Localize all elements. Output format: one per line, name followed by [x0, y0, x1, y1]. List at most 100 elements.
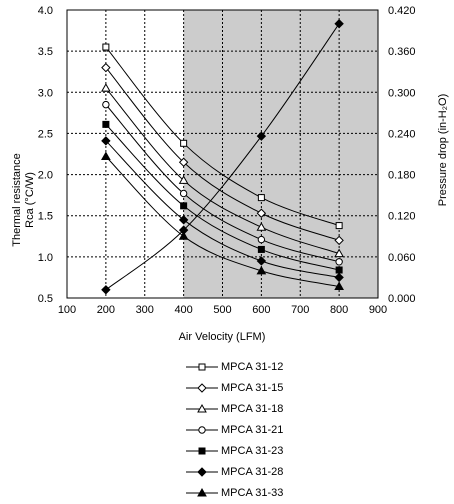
y-right-tick-label: 0.240 — [388, 128, 416, 140]
legend-symbol — [186, 425, 218, 434]
data-point — [178, 215, 189, 225]
data-point — [102, 43, 110, 51]
y-axis-left-label: Thermal resistanceRca (°C/W) — [11, 153, 36, 247]
legend-symbol — [186, 382, 218, 393]
legend-symbol — [186, 487, 218, 496]
x-tick-labels: 100 200 300 400 500 600 700 800 900 — [58, 304, 387, 316]
y-right-tick-label: 0.060 — [388, 252, 416, 264]
series-line — [105, 67, 340, 241]
x-tick-label: 800 — [330, 304, 348, 316]
legend-marker — [197, 403, 207, 412]
legend-label: MPCA 31-15 — [221, 381, 284, 394]
legend-label: MPCA 31-21 — [221, 423, 284, 436]
data-point — [101, 136, 111, 146]
data-point — [334, 272, 344, 283]
legend-label: MPCA 31-33 — [221, 486, 284, 499]
y-right-tick-label: 0.000 — [388, 293, 416, 305]
data-point — [334, 248, 344, 258]
x-tick-label: 500 — [213, 304, 231, 316]
legend-symbol — [186, 466, 218, 477]
series-line — [105, 87, 340, 255]
series-line — [105, 156, 340, 287]
legend-item: MPCA 31-12 — [185, 356, 345, 377]
y-left-tick-label: 3.0 — [38, 87, 53, 99]
data-point — [180, 202, 188, 210]
data-point — [334, 235, 344, 246]
y-right-tick-label: 0.120 — [388, 211, 416, 223]
series-line — [105, 46, 340, 227]
data-point — [101, 83, 111, 92]
legend-marker — [197, 487, 207, 496]
series-markers — [101, 19, 344, 295]
legend-item: MPCA 31-15 — [185, 377, 345, 398]
plot-border — [66, 9, 379, 299]
legend-symbol — [186, 403, 218, 412]
legend-symbol — [186, 447, 218, 454]
data-point — [178, 175, 189, 184]
y-left-tick-label: 2.5 — [38, 128, 53, 140]
y-axis-right-label: Pressure drop (in-H₂O) — [437, 94, 449, 206]
legend-label: MPCA 31-23 — [221, 444, 284, 457]
x-tick-label: 100 — [58, 304, 76, 316]
legend-label: MPCA 31-18 — [221, 402, 284, 415]
data-point — [256, 208, 267, 218]
legend-item: MPCA 31-28 — [185, 461, 345, 482]
series-lines — [105, 23, 340, 291]
x-tick-label: 600 — [252, 304, 270, 316]
y-right-tick-labels: 0.000 0.060 0.120 0.180 0.240 0.300 0.360 0.420 — [388, 5, 416, 305]
y-right-tick-label: 0.420 — [388, 5, 416, 17]
y-left-tick-label: 0.5 — [38, 293, 53, 305]
y-right-tick-label: 0.300 — [388, 87, 416, 99]
legend-marker — [198, 425, 206, 434]
legend-item: MPCA 31-21 — [185, 419, 345, 440]
data-point — [256, 265, 267, 275]
data-point — [101, 62, 111, 73]
x-tick-label: 700 — [291, 304, 309, 316]
data-point — [257, 235, 266, 244]
legend-label: MPCA 31-28 — [221, 465, 284, 478]
y-left-tick-label: 2.0 — [38, 170, 53, 182]
legend-item: MPCA 31-18 — [185, 398, 345, 419]
data-point — [335, 258, 343, 266]
y-left-tick-label: 4.0 — [38, 5, 53, 17]
pressure-point — [256, 131, 267, 141]
data-point — [256, 256, 267, 266]
x-tick-label: 200 — [97, 304, 115, 316]
legend-marker — [198, 447, 206, 454]
data-point — [102, 100, 110, 109]
series-line — [105, 124, 340, 271]
x-tick-label: 400 — [174, 304, 192, 316]
x-tick-label: 900 — [369, 304, 387, 316]
legend-item: MPCA 31-23 — [185, 440, 345, 461]
x-tick-label: 300 — [136, 304, 154, 316]
data-point — [180, 139, 188, 147]
data-point — [179, 189, 188, 198]
legend-marker — [197, 466, 207, 477]
legend-item: MPCA 31-33 — [185, 482, 345, 503]
data-point — [178, 157, 189, 167]
y-left-tick-label: 1.0 — [38, 252, 53, 264]
y-left-tick-label: 3.5 — [38, 46, 53, 58]
shaded-region — [183, 10, 378, 298]
data-point — [101, 151, 111, 160]
pressure-point — [178, 225, 189, 235]
data-point — [257, 245, 265, 253]
x-axis-label: Air Velocity (LFM) — [179, 331, 266, 343]
y-left-tick-label: 1.5 — [38, 211, 53, 223]
data-point — [256, 222, 267, 231]
data-point — [335, 222, 343, 230]
pressure-point — [334, 19, 344, 29]
data-point — [334, 281, 344, 290]
legend-label: MPCA 31-12 — [221, 360, 284, 373]
data-point — [335, 266, 343, 274]
legend: MPCA 31-12 MPCA 31-15 MPCA 31-18 MPCA 31-21… — [185, 356, 345, 503]
series-line — [105, 104, 340, 263]
legend-marker — [198, 363, 206, 370]
data-point — [257, 194, 265, 202]
pressure-line — [105, 23, 340, 291]
y-right-tick-label: 0.180 — [388, 170, 416, 182]
series-line — [105, 140, 340, 278]
y-right-tick-label: 0.360 — [388, 46, 416, 58]
data-point — [102, 120, 110, 128]
